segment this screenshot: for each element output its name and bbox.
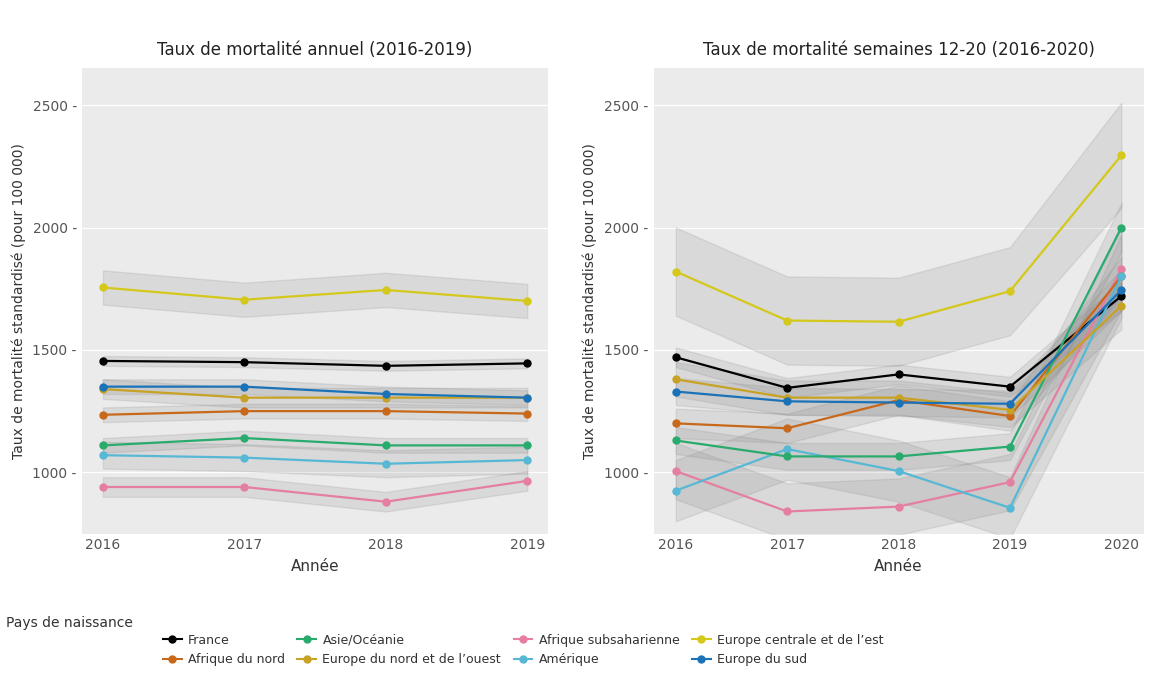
Title: Taux de mortalité semaines 12-20 (2016-2020): Taux de mortalité semaines 12-20 (2016-2… [703,40,1095,59]
Y-axis label: Taux de mortalité standardisé (pour 100 000): Taux de mortalité standardisé (pour 100 … [11,143,26,459]
X-axis label: Année: Année [874,560,923,575]
Text: Pays de naissance: Pays de naissance [6,616,133,629]
Legend: France, Afrique du nord, Asie/Océanie, Europe du nord et de l’ouest, Afrique sub: France, Afrique du nord, Asie/Océanie, E… [158,629,888,671]
X-axis label: Année: Année [291,560,340,575]
Title: Taux de mortalité annuel (2016-2019): Taux de mortalité annuel (2016-2019) [158,40,473,59]
Y-axis label: Taux de mortalité standardisé (pour 100 000): Taux de mortalité standardisé (pour 100 … [582,143,598,459]
